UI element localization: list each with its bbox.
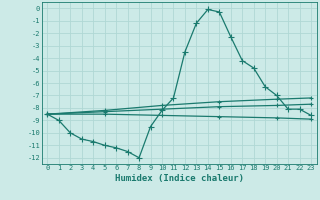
X-axis label: Humidex (Indice chaleur): Humidex (Indice chaleur): [115, 174, 244, 183]
